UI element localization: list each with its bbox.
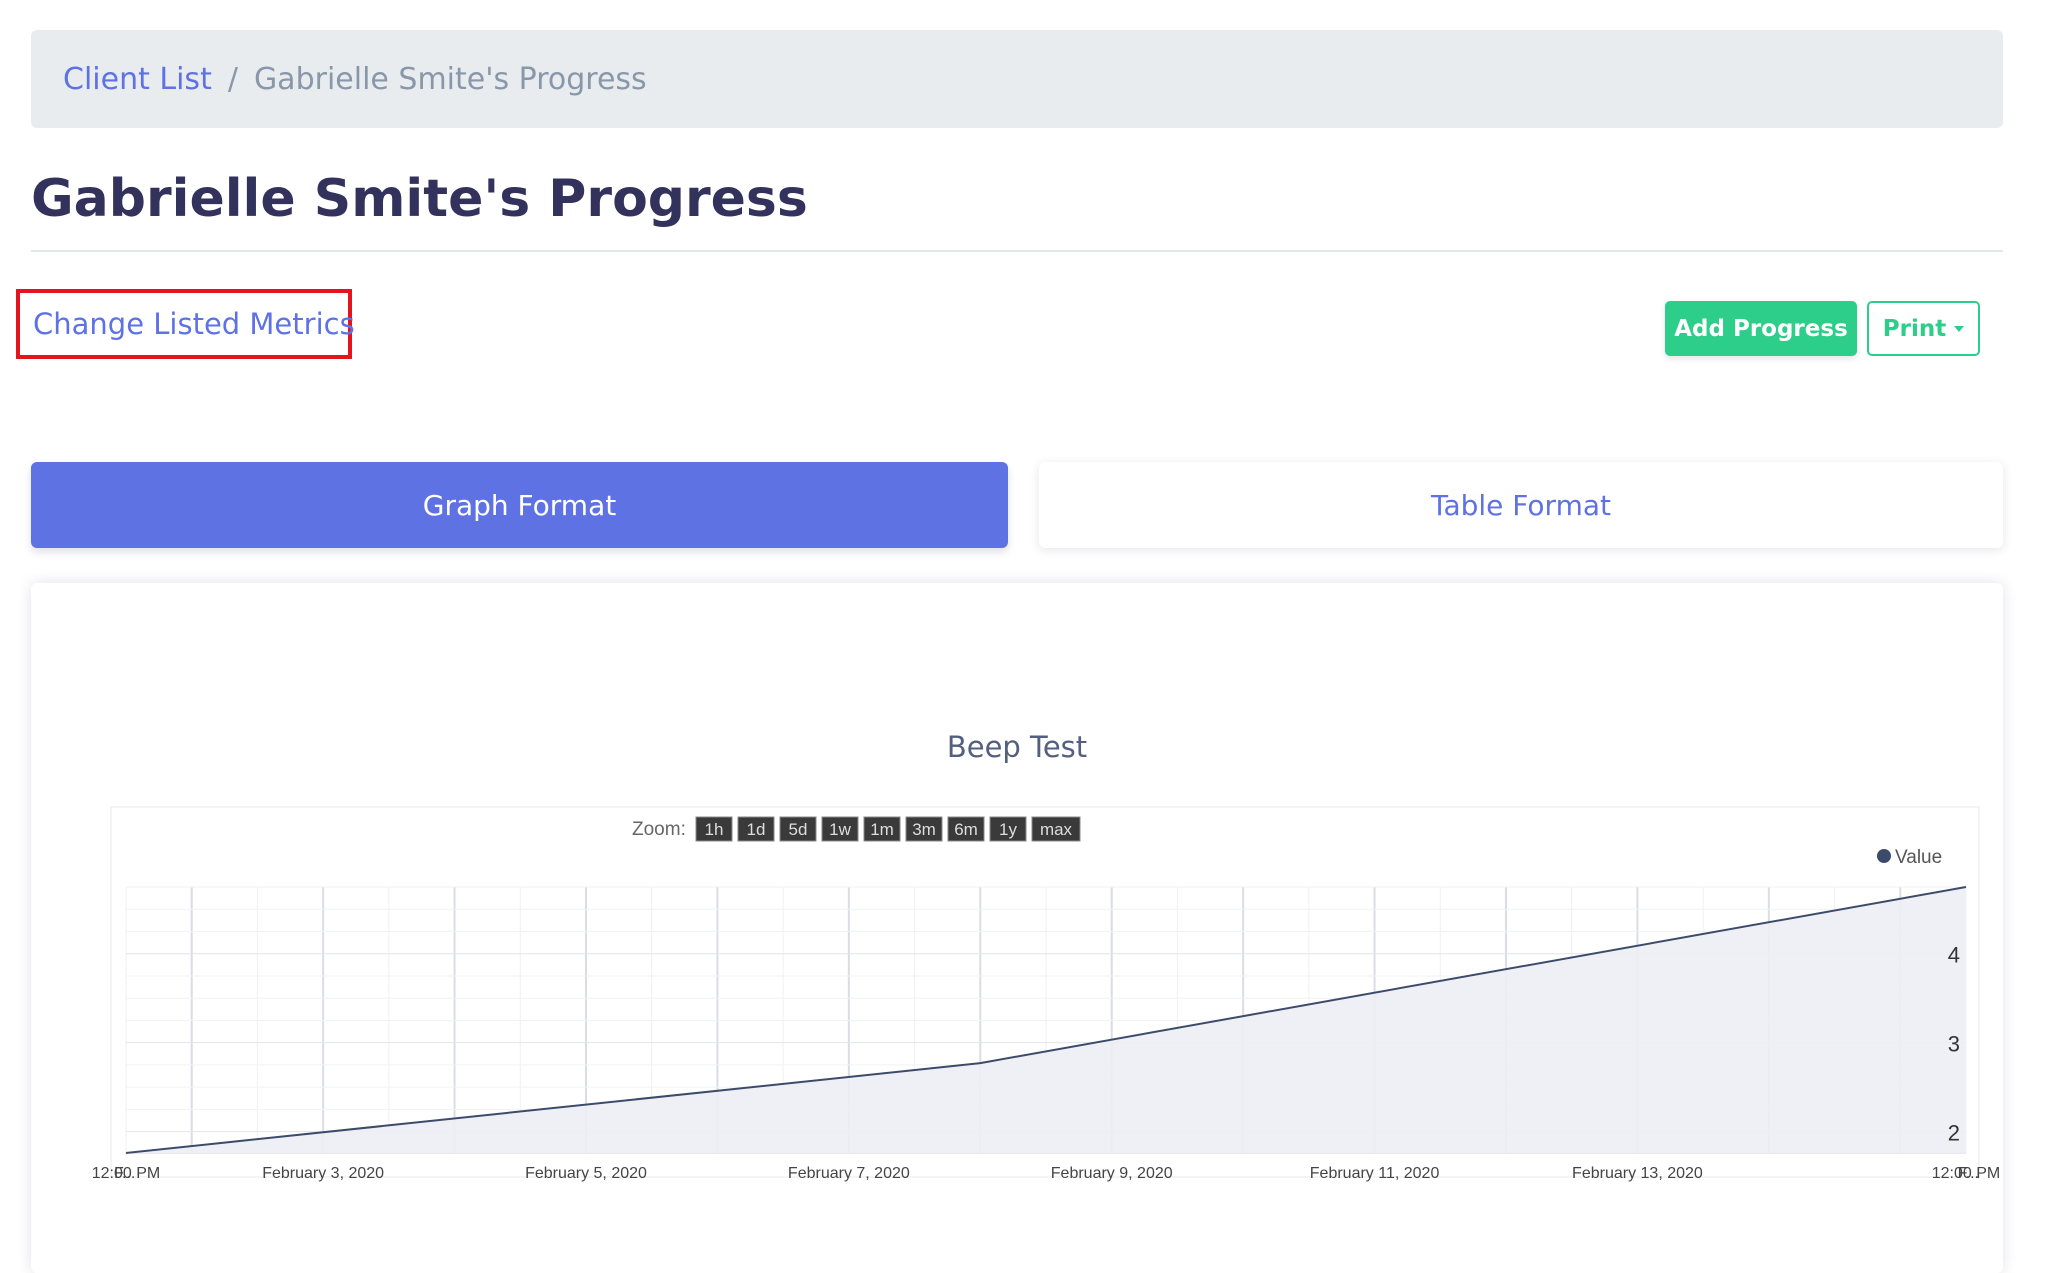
x-tick-label: 12:00 PM	[92, 1165, 160, 1182]
zoom-button-label: max	[1040, 820, 1073, 839]
breadcrumb-current: Gabrielle Smite's Progress	[254, 62, 647, 97]
x-tick-label: February 3, 2020	[262, 1165, 384, 1182]
x-tick-label: February 11, 2020	[1310, 1165, 1440, 1182]
y-tick-label: 2	[1948, 1121, 1960, 1146]
caret-down-icon	[1954, 326, 1964, 332]
legend-marker-value	[1877, 849, 1891, 863]
tab-table-format[interactable]: Table Format	[1039, 462, 2003, 548]
x-tick-label: February 9, 2020	[1051, 1165, 1173, 1182]
x-tick-label: February 7, 2020	[788, 1165, 910, 1182]
x-tick-label: February 13, 2020	[1572, 1165, 1703, 1182]
print-dropdown-button[interactable]: Print	[1867, 301, 1980, 356]
zoom-button-label: 1y	[999, 820, 1017, 839]
chart-title: Beep Test	[947, 730, 1087, 764]
zoom-label: Zoom:	[632, 819, 686, 840]
chart-card: Beep Test 2 3 4 F... 12:00 PM February 3, 2020…	[31, 583, 2003, 1273]
add-progress-button[interactable]: Add Progress	[1665, 301, 1857, 356]
breadcrumb-separator: /	[228, 62, 238, 97]
zoom-button-label: 1h	[705, 820, 724, 839]
breadcrumb: Client List / Gabrielle Smite's Progress	[31, 30, 2003, 128]
zoom-button-label: 1m	[870, 820, 894, 839]
tab-graph-format[interactable]: Graph Format	[31, 462, 1008, 548]
legend-label-value: Value	[1895, 847, 1942, 868]
title-divider	[31, 250, 2003, 252]
change-listed-metrics-link[interactable]: Change Listed Metrics	[16, 289, 352, 359]
y-tick-label: 3	[1948, 1032, 1960, 1057]
page-title: Gabrielle Smite's Progress	[31, 160, 808, 238]
breadcrumb-client-list-link[interactable]: Client List	[63, 62, 212, 97]
print-button-label: Print	[1883, 316, 1946, 342]
zoom-button-label: 3m	[912, 820, 936, 839]
x-tick-label: February 5, 2020	[525, 1165, 647, 1182]
zoom-button-label: 1d	[747, 820, 766, 839]
beep-test-chart: Beep Test 2 3 4 F... 12:00 PM February 3, 2020…	[31, 583, 2003, 1273]
zoom-button-label: 6m	[954, 820, 978, 839]
x-tick-label: F...	[1958, 1165, 1979, 1182]
zoom-button-label: 1w	[829, 820, 851, 839]
y-tick-label: 4	[1948, 943, 1960, 968]
zoom-button-label: 5d	[789, 820, 808, 839]
